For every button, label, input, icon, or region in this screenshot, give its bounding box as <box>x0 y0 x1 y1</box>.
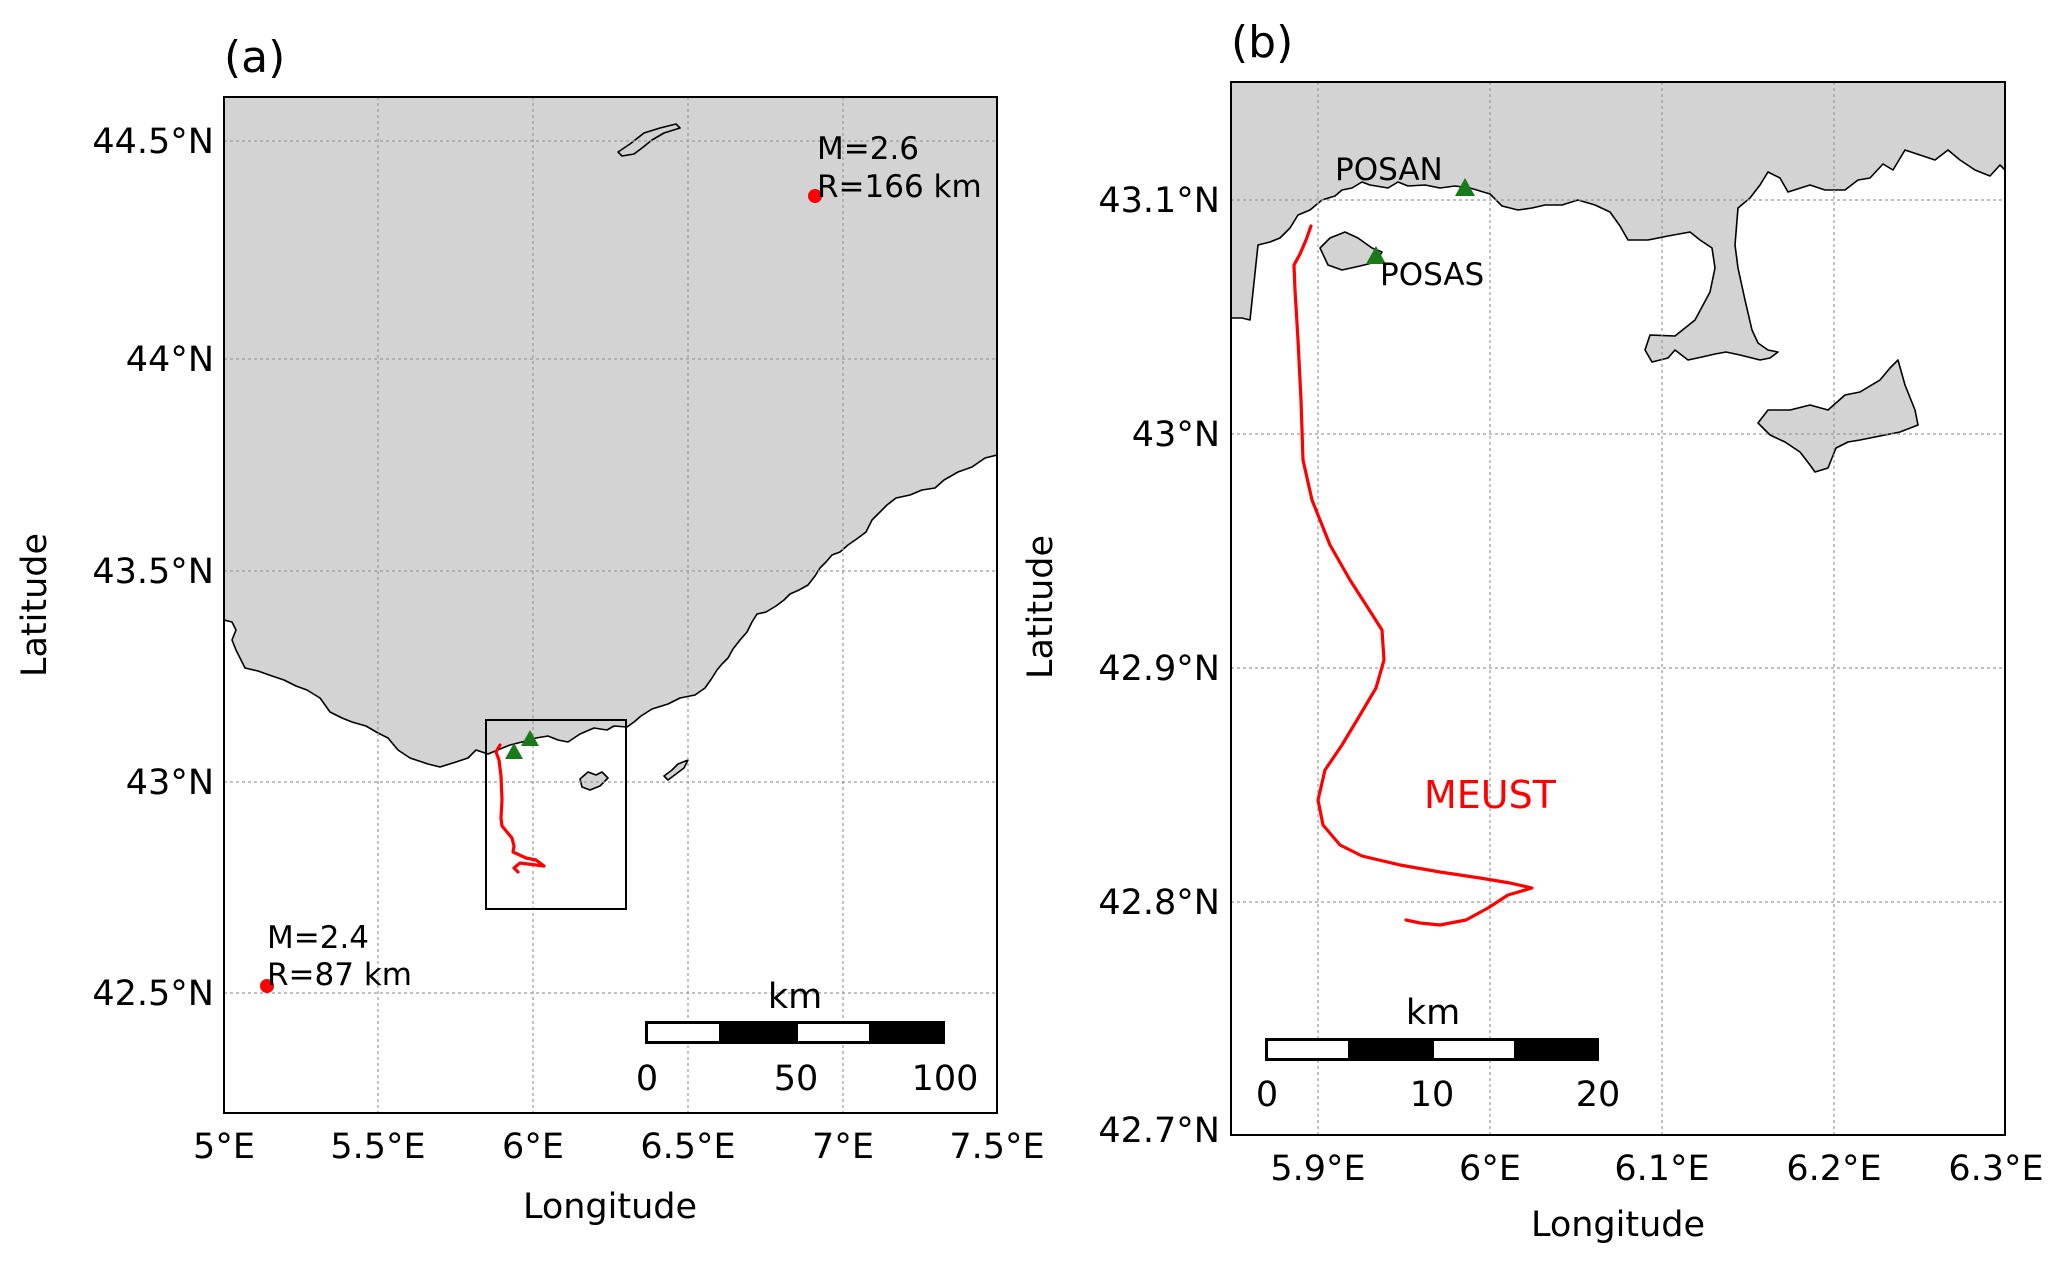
x-tick-label: 5.9°E <box>1270 1149 1365 1189</box>
y-tick-label: 42.8°N <box>1098 883 1220 923</box>
y-tick-label: 43.1°N <box>1098 181 1220 221</box>
panel-b-map <box>1231 82 2005 1135</box>
station-label-posan: POSAN <box>1335 152 1443 188</box>
panel-b-frame <box>1230 81 2006 1136</box>
station-label-posas: POSAS <box>1380 257 1484 293</box>
panel-b-scalebar-label: 0 <box>1256 1075 1278 1115</box>
y-tick-label: 44.5°N <box>92 122 214 162</box>
y-tick-label: 44°N <box>126 340 214 380</box>
mainland <box>224 97 997 768</box>
station-marker-posas <box>1366 246 1386 264</box>
x-tick-label: 5.5°E <box>330 1127 425 1167</box>
panel-a-map <box>224 97 997 1113</box>
panel-b-grid <box>1231 82 2005 1135</box>
panel-a-xticks: 5°E 5.5°E 6°E 6.5°E 7°E 7.5°E <box>193 1127 1045 1167</box>
panel-a-label: (a) <box>224 32 285 83</box>
panel-a-yticks: 44.5°N 44°N 43.5°N 43°N 42.5°N <box>92 122 214 1014</box>
mainland <box>1231 82 2005 363</box>
event-sw-magnitude: M=2.4 <box>267 920 369 956</box>
x-tick-label: 5°E <box>193 1127 255 1167</box>
panel-b-scalebar-unit: km <box>1406 993 1460 1033</box>
y-tick-label: 42.9°N <box>1098 649 1220 689</box>
panel-a-frame <box>223 96 998 1114</box>
panel-a-grid <box>224 97 997 1113</box>
panel-b: (b) <box>1021 17 2044 1245</box>
zoom-extent-box <box>485 719 627 910</box>
x-tick-label: 6°E <box>1459 1149 1521 1189</box>
panel-a: (a) <box>15 32 1045 1227</box>
panel-a-xlabel: Longitude <box>523 1187 697 1227</box>
event-marker <box>808 189 822 203</box>
event-marker <box>260 979 274 993</box>
x-tick-label: 6.5°E <box>640 1127 735 1167</box>
station-marker-posan <box>1455 178 1475 196</box>
panel-a-scalebar <box>645 1021 945 1044</box>
y-tick-label: 43°N <box>126 763 214 803</box>
y-tick-label: 42.5°N <box>92 974 214 1014</box>
y-tick-label: 43.5°N <box>92 552 214 592</box>
porquerolles-island <box>1757 359 1919 473</box>
x-tick-label: 6.3°E <box>1948 1149 2043 1189</box>
panel-b-xlabel: Longitude <box>1531 1205 1705 1245</box>
station-marker <box>505 743 523 759</box>
porquerolles-island <box>579 771 609 791</box>
lake-island <box>617 123 681 157</box>
levant-island <box>663 759 689 781</box>
track-label-meust: MEUST <box>1424 773 1557 817</box>
x-tick-label: 6°E <box>502 1127 564 1167</box>
panel-a-scalebar-label: 100 <box>912 1059 979 1099</box>
panel-b-scalebar-label: 20 <box>1576 1075 1621 1115</box>
glider-track <box>1292 224 1534 927</box>
glider-track-overview <box>494 743 546 874</box>
panel-b-ylabel: Latitude <box>1021 535 1061 679</box>
y-tick-label: 42.7°N <box>1098 1111 1220 1151</box>
panel-b-yticks: 43.1°N 43°N 42.9°N 42.8°N 42.7°N <box>1098 181 1220 1151</box>
panel-b-scalebar-label: 10 <box>1410 1075 1455 1115</box>
y-tick-label: 43°N <box>1132 415 1220 455</box>
panel-b-scalebar <box>1265 1038 1599 1061</box>
event-ne-distance: R=166 km <box>817 169 982 205</box>
panel-b-xticks: 5.9°E 6°E 6.1°E 6.2°E 6.3°E <box>1270 1149 2043 1189</box>
x-tick-label: 7°E <box>812 1127 874 1167</box>
peninsula <box>1319 231 1383 271</box>
panel-b-label: (b) <box>1231 17 1293 68</box>
x-tick-label: 6.2°E <box>1786 1149 1881 1189</box>
panel-a-scalebar-label: 0 <box>636 1059 658 1099</box>
x-tick-label: 7.5°E <box>949 1127 1044 1167</box>
x-tick-label: 6.1°E <box>1614 1149 1709 1189</box>
panel-a-scalebar-label: 50 <box>774 1059 819 1099</box>
event-ne-magnitude: M=2.6 <box>817 131 919 167</box>
station-marker <box>521 730 539 746</box>
panel-a-scalebar-unit: km <box>768 977 822 1017</box>
event-sw-distance: R=87 km <box>267 957 412 993</box>
panel-a-ylabel: Latitude <box>15 533 55 677</box>
